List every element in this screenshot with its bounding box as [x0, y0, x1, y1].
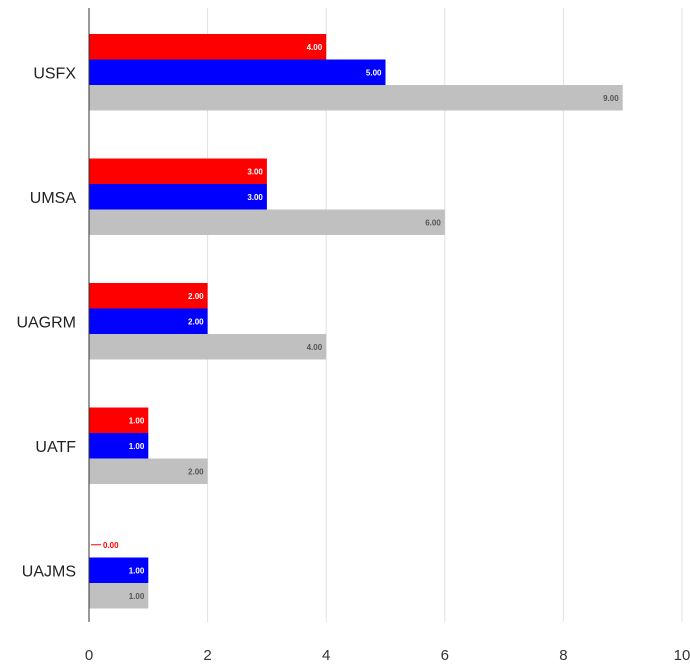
bar	[89, 209, 445, 235]
bar	[89, 184, 267, 210]
category-label: UAJMS	[22, 563, 76, 580]
data-label: 6.00	[425, 218, 441, 227]
data-labels: 4.00 5.00 9.00 3.00 3.00 6.00 2.00 2.00 4.00 1.00…	[91, 43, 619, 601]
data-label: 5.00	[366, 68, 382, 77]
category-label: UATF	[35, 439, 76, 456]
bar	[89, 85, 623, 111]
x-tick-label: 2	[203, 647, 211, 664]
bar	[89, 407, 149, 433]
data-label: 1.00	[129, 416, 145, 425]
x-tick-label: 8	[559, 647, 567, 664]
data-label: 4.00	[307, 343, 323, 352]
x-tick-label: 10	[674, 647, 690, 664]
bars	[89, 34, 623, 609]
category-label: UAGRM	[16, 314, 76, 331]
data-label: 9.00	[603, 94, 619, 103]
data-label: 4.00	[307, 43, 323, 52]
bar	[89, 283, 208, 309]
bar	[89, 59, 386, 85]
data-label: 3.00	[247, 193, 263, 202]
bar	[89, 34, 327, 60]
bar	[89, 158, 267, 184]
data-label: 2.00	[188, 467, 204, 476]
x-tick-label: 0	[85, 647, 93, 664]
data-label: 1.00	[129, 566, 145, 575]
bar	[89, 557, 149, 583]
data-label: 0.00	[103, 541, 119, 550]
data-label: 1.00	[129, 442, 145, 451]
bar	[89, 308, 208, 334]
x-tick-label: 4	[322, 647, 330, 664]
bar	[89, 433, 149, 459]
category-label: UMSA	[30, 190, 77, 207]
bar	[89, 458, 208, 484]
data-label: 2.00	[188, 292, 204, 301]
x-tick-label: 6	[441, 647, 449, 664]
bar	[89, 334, 327, 360]
x-tick-labels: 0 2 4 6 8 10	[85, 647, 690, 664]
category-label: USFX	[33, 65, 76, 82]
bar	[89, 583, 149, 609]
data-label: 3.00	[247, 167, 263, 176]
category-labels: USFX UMSA UAGRM UATF UAJMS	[16, 65, 76, 580]
data-label: 2.00	[188, 317, 204, 326]
data-label: 1.00	[129, 592, 145, 601]
